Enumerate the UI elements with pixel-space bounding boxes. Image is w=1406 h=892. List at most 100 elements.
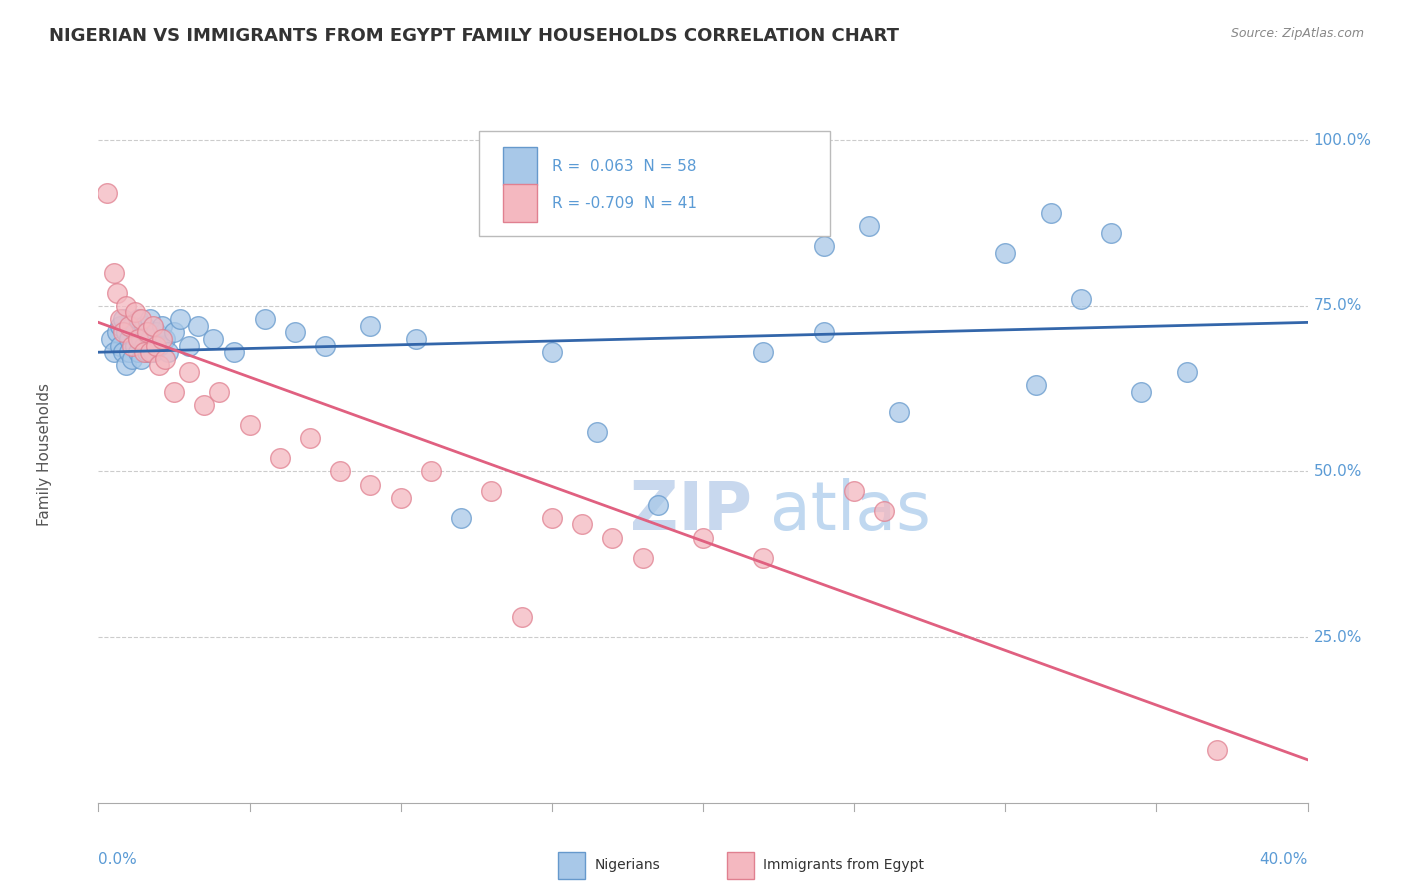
Text: Family Households: Family Households [37,384,52,526]
Text: 50.0%: 50.0% [1313,464,1362,479]
Point [752,345,775,359]
Point [193,398,215,412]
Text: R = -0.709  N = 41: R = -0.709 N = 41 [551,195,697,211]
Point [752,550,775,565]
Point [129,351,152,366]
Point [111,312,134,326]
Point [103,266,125,280]
Point [100,332,122,346]
Point [103,345,125,359]
Point [118,318,141,333]
Point [135,345,157,359]
Point [889,405,911,419]
Text: 25.0%: 25.0% [1313,630,1362,645]
Text: atlas: atlas [769,477,931,543]
Point [132,318,155,333]
Point [150,318,173,333]
Point [139,345,162,359]
Point [540,345,562,359]
Point [329,465,352,479]
FancyBboxPatch shape [727,852,754,880]
Point [602,531,624,545]
Point [510,610,533,624]
Point [586,425,609,439]
Point [163,326,186,340]
Point [405,332,427,346]
Point [132,345,155,359]
Point [108,318,131,333]
Point [139,312,162,326]
Text: 0.0%: 0.0% [98,852,138,866]
Text: NIGERIAN VS IMMIGRANTS FROM EGYPT FAMILY HOUSEHOLDS CORRELATION CHART: NIGERIAN VS IMMIGRANTS FROM EGYPT FAMILY… [49,27,900,45]
Point [631,550,654,565]
Point [1099,226,1122,240]
Point [481,484,503,499]
Point [148,359,170,373]
Point [647,498,669,512]
Point [145,338,167,352]
Text: 40.0%: 40.0% [1260,852,1308,866]
FancyBboxPatch shape [503,146,537,185]
Point [108,312,131,326]
Point [873,504,896,518]
Text: Immigrants from Egypt: Immigrants from Egypt [763,858,925,872]
Point [108,338,131,352]
Point [96,186,118,201]
Point [253,312,276,326]
Point [153,332,176,346]
Point [239,418,262,433]
FancyBboxPatch shape [558,852,585,880]
Point [129,312,152,326]
Point [360,318,382,333]
Point [129,332,152,346]
Point [111,326,134,340]
FancyBboxPatch shape [479,131,830,235]
Point [135,326,157,340]
Point [124,326,146,340]
Point [1206,743,1229,757]
Point [142,318,165,333]
Point [150,332,173,346]
Point [105,285,128,300]
Point [145,326,167,340]
Text: Nigerians: Nigerians [595,858,659,872]
Point [148,338,170,352]
Point [224,345,246,359]
Point [114,359,136,373]
Point [813,326,835,340]
Point [177,365,201,379]
Point [114,299,136,313]
Point [169,312,191,326]
Text: Source: ZipAtlas.com: Source: ZipAtlas.com [1230,27,1364,40]
Point [284,326,307,340]
Point [163,384,186,399]
Point [127,312,149,326]
Point [135,326,157,340]
Point [314,338,336,352]
Point [139,332,162,346]
Point [177,338,201,352]
Point [389,491,412,505]
Point [114,326,136,340]
Point [1130,384,1153,399]
Point [1175,365,1198,379]
Point [1039,206,1062,220]
Point [540,511,562,525]
Point [124,305,146,319]
Point [187,318,209,333]
Point [121,351,143,366]
Point [202,332,225,346]
Text: R =  0.063  N = 58: R = 0.063 N = 58 [551,159,696,174]
Point [142,345,165,359]
FancyBboxPatch shape [503,184,537,222]
Point [994,245,1017,260]
Point [118,332,141,346]
Point [813,239,835,253]
Point [111,345,134,359]
Point [1024,378,1046,392]
Text: ZIP: ZIP [630,477,752,543]
Point [269,451,291,466]
Point [132,338,155,352]
Point [121,318,143,333]
Point [692,531,714,545]
